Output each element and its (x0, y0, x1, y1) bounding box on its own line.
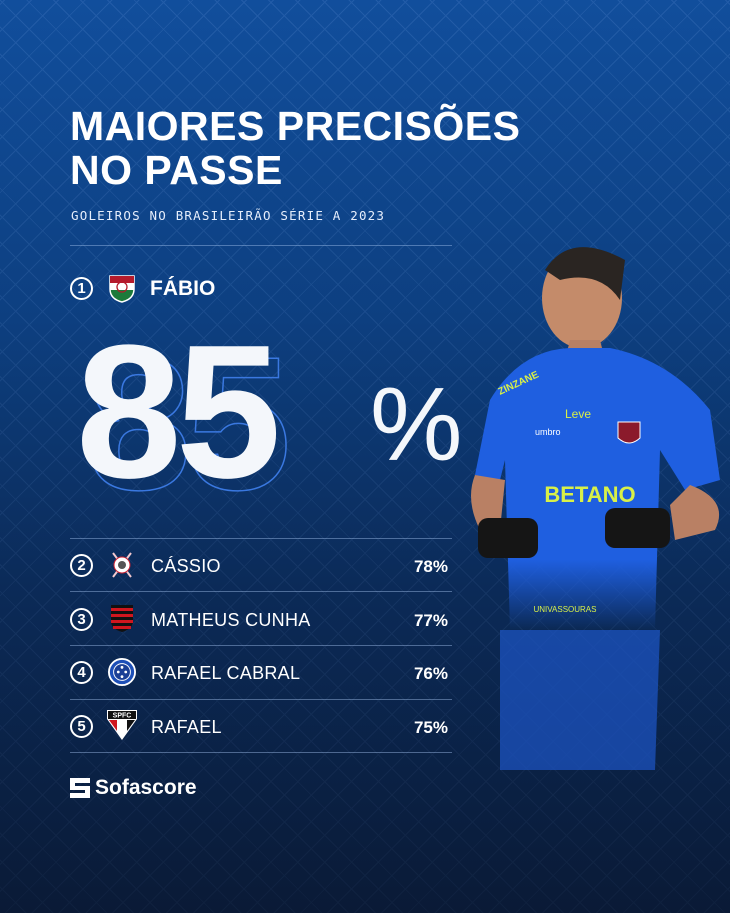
corinthians-crest-icon (112, 552, 132, 578)
rank-badge: 4 (70, 661, 93, 684)
player-name: RAFAEL CABRAL (151, 663, 301, 683)
rank-badge: 1 (70, 277, 93, 300)
divider (70, 752, 452, 753)
cruzeiro-crest-icon (108, 658, 136, 686)
player-name: CÁSSIO (151, 556, 221, 576)
sofascore-logo: Sofascore (70, 776, 197, 800)
player-value: 77% (413, 611, 448, 630)
leader-name: FÁBIO (150, 277, 216, 300)
jersey-sleeve: UNIVASSOURAS (534, 605, 597, 614)
rank-badge: 5 (70, 715, 93, 738)
divider (70, 645, 452, 646)
title-line-1: MAIORES PRECISÕES (70, 103, 521, 149)
divider (70, 591, 452, 592)
jersey-chest: Leve (565, 407, 591, 421)
sofascore-mark-icon (70, 778, 90, 798)
player-photo: BETANO Leve umbro ZINZANE UNIVASSOURAS (471, 247, 720, 770)
rank-badge: 3 (70, 608, 93, 631)
player-name: MATHEUS CUNHA (151, 610, 311, 630)
divider (70, 245, 452, 246)
leader-value: 85 (76, 306, 281, 518)
player-name: RAFAEL (151, 717, 222, 737)
rank-badge: 2 (70, 554, 93, 577)
jersey-sponsor: BETANO (544, 482, 635, 507)
player-value: 75% (413, 718, 448, 737)
divider (70, 538, 452, 539)
leader-unit: % (370, 367, 463, 483)
sao-paulo-crest-icon: SPFC (107, 710, 137, 740)
flamengo-crest-icon (111, 605, 133, 632)
page-title: MAIORES PRECISÕES NO PASSE (70, 104, 520, 192)
jersey-maker: umbro (535, 427, 561, 437)
leader-value-outline: 85 (85, 318, 292, 530)
fluminense-crest-icon (109, 275, 135, 303)
brand-name: Sofascore (95, 776, 197, 799)
svg-text:SPFC: SPFC (113, 713, 132, 720)
player-value: 76% (413, 664, 448, 683)
title-line-2: NO PASSE (70, 147, 283, 193)
player-value: 78% (413, 557, 448, 576)
subtitle: GOLEIROS NO BRASILEIRÃO SÉRIE A 2023 (71, 208, 386, 223)
divider (70, 699, 452, 700)
